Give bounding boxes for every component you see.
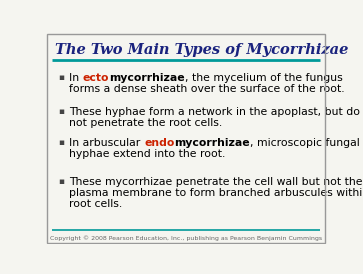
Text: In: In [69,73,83,83]
Text: ▪: ▪ [58,107,64,116]
Text: ▪: ▪ [58,73,64,82]
Text: mycorrhizae: mycorrhizae [174,138,250,148]
Text: mycorrhizae: mycorrhizae [109,73,185,83]
Text: root cells.: root cells. [69,199,123,209]
Text: ecto: ecto [83,73,109,83]
Text: In arbuscular: In arbuscular [69,138,144,148]
Text: These hyphae form a network in the apoplast, but do: These hyphae form a network in the apopl… [69,107,360,117]
Text: ▪: ▪ [58,177,64,186]
Text: The Two Main Types of Mycorrhizae: The Two Main Types of Mycorrhizae [55,43,348,57]
Text: hyphae extend into the root.: hyphae extend into the root. [69,149,226,159]
Text: ▪: ▪ [58,138,64,147]
Text: not penetrate the root cells.: not penetrate the root cells. [69,118,223,128]
Text: Copyright © 2008 Pearson Education, Inc., publishing as Pearson Benjamin Cumming: Copyright © 2008 Pearson Education, Inc.… [50,235,322,241]
Text: forms a dense sheath over the surface of the root.: forms a dense sheath over the surface of… [69,84,345,94]
Text: endo: endo [144,138,174,148]
Text: These mycorrhizae penetrate the cell wall but not the: These mycorrhizae penetrate the cell wal… [69,177,363,187]
Text: , the mycelium of the fungus: , the mycelium of the fungus [185,73,343,83]
Text: plasma membrane to form branched arbuscules within: plasma membrane to form branched arbuscu… [69,188,363,198]
Text: , microscopic fungal: , microscopic fungal [250,138,360,148]
